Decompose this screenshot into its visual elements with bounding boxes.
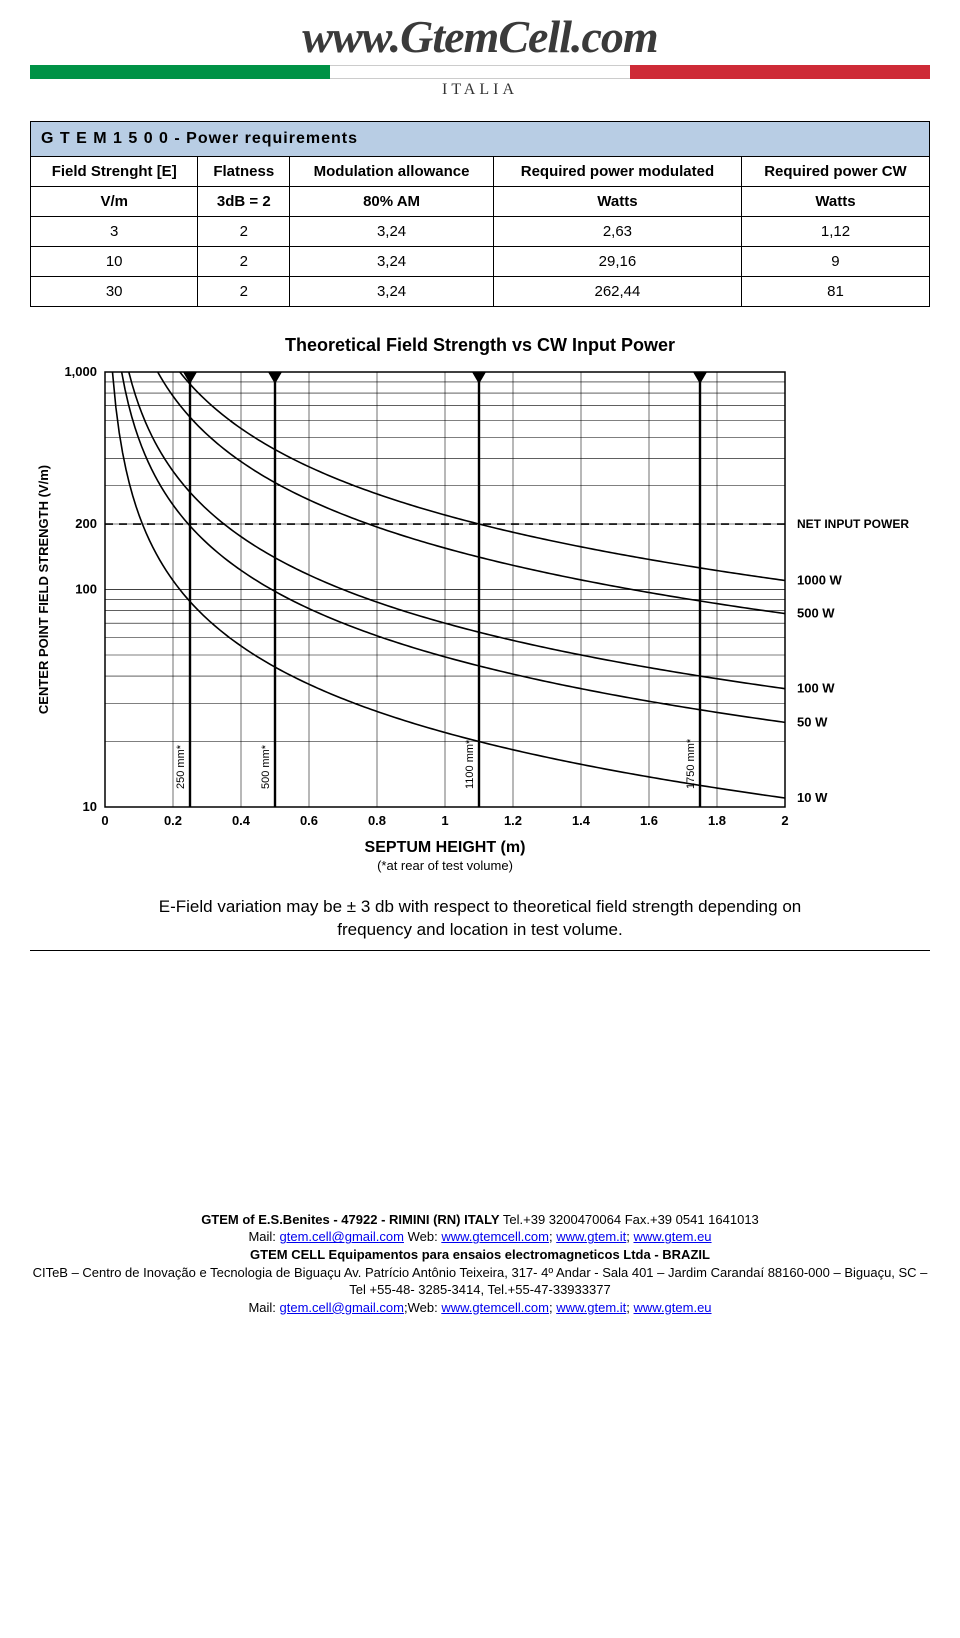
table-row: 10 2 3,24 29,16 9 bbox=[31, 247, 930, 277]
footer-mail-link[interactable]: gtem.cell@gmail.com bbox=[280, 1300, 404, 1315]
svg-text:10: 10 bbox=[83, 799, 97, 814]
cell: 3,24 bbox=[290, 277, 494, 307]
footer-web-link[interactable]: www.gtem.eu bbox=[634, 1300, 712, 1315]
web-label: Web: bbox=[404, 1229, 441, 1244]
unit-3: Watts bbox=[493, 187, 741, 217]
cell: 262,44 bbox=[493, 277, 741, 307]
footer-web-link[interactable]: www.gtemcell.com bbox=[441, 1300, 549, 1315]
svg-text:0.4: 0.4 bbox=[232, 813, 251, 828]
svg-text:1100 mm*: 1100 mm* bbox=[464, 739, 476, 789]
svg-text:(*at rear of test volume): (*at rear of test volume) bbox=[377, 858, 513, 873]
footer-mail-link[interactable]: gtem.cell@gmail.com bbox=[280, 1229, 404, 1244]
col-reqpower-mod: Required power modulated bbox=[493, 157, 741, 187]
cell: 3,24 bbox=[290, 247, 494, 277]
footer-web-link[interactable]: www.gtem.it bbox=[556, 1300, 626, 1315]
cell: 9 bbox=[741, 247, 929, 277]
cell: 2 bbox=[198, 277, 290, 307]
chart-title: Theoretical Field Strength vs CW Input P… bbox=[30, 335, 930, 356]
unit-1: 3dB = 2 bbox=[198, 187, 290, 217]
table-title: G T E M 1 5 0 0 - Power requirements bbox=[31, 122, 930, 157]
field-strength-chart: 250 mm* 500 mm* 1100 mm* 1750 mm* 1000 W 500 … bbox=[30, 362, 930, 882]
cell: 29,16 bbox=[493, 247, 741, 277]
footer-web-link[interactable]: www.gtem.eu bbox=[634, 1229, 712, 1244]
mail-label: Mail: bbox=[248, 1300, 279, 1315]
svg-text:1750 mm*: 1750 mm* bbox=[685, 738, 697, 789]
svg-text:0.8: 0.8 bbox=[368, 813, 386, 828]
svg-text:2: 2 bbox=[781, 813, 788, 828]
footer-web-link[interactable]: www.gtemcell.com bbox=[441, 1229, 549, 1244]
footer-company: GTEM of E.S.Benites - 47922 - RIMINI (RN… bbox=[201, 1212, 499, 1227]
logo-text: www.GtemCell.com bbox=[302, 11, 657, 62]
footer-telfax: Tel.+39 3200470064 Fax.+39 0541 1641013 bbox=[500, 1212, 759, 1227]
svg-text:0.6: 0.6 bbox=[300, 813, 318, 828]
svg-text:0.2: 0.2 bbox=[164, 813, 182, 828]
svg-text:1,000: 1,000 bbox=[64, 364, 97, 379]
cell: 2 bbox=[198, 247, 290, 277]
svg-text:100 W: 100 W bbox=[797, 681, 835, 696]
chart-container: 250 mm* 500 mm* 1100 mm* 1750 mm* 1000 W 500 … bbox=[30, 362, 930, 882]
svg-text:500 mm*: 500 mm* bbox=[260, 744, 272, 789]
table-row: 3 2 3,24 2,63 1,12 bbox=[31, 217, 930, 247]
power-requirements-table: G T E M 1 5 0 0 - Power requirements Fie… bbox=[30, 121, 930, 307]
cell: 81 bbox=[741, 277, 929, 307]
flag-bar bbox=[30, 65, 930, 79]
cell: 2,63 bbox=[493, 217, 741, 247]
cell: 2 bbox=[198, 217, 290, 247]
svg-text:50 W: 50 W bbox=[797, 714, 828, 729]
flag-white bbox=[330, 65, 630, 79]
svg-text:1.6: 1.6 bbox=[640, 813, 658, 828]
flag-red bbox=[630, 65, 930, 79]
footer-brazil-text: GTEM CELL Equipamentos para ensaios elec… bbox=[250, 1247, 710, 1262]
svg-text:1.2: 1.2 bbox=[504, 813, 522, 828]
cell: 30 bbox=[31, 277, 198, 307]
chart-note: E-Field variation may be ± 3 db with res… bbox=[120, 896, 840, 942]
page-footer: GTEM of E.S.Benites - 47922 - RIMINI (RN… bbox=[30, 1211, 930, 1316]
flag-country: ITALIA bbox=[30, 79, 930, 113]
header-logo: www.GtemCell.com bbox=[30, 0, 930, 65]
web-label: ;Web: bbox=[404, 1300, 441, 1315]
footer-brazil: GTEM CELL Equipamentos para ensaios elec… bbox=[30, 1246, 930, 1264]
table-units-row: V/m 3dB = 2 80% AM Watts Watts bbox=[31, 187, 930, 217]
cell: 3,24 bbox=[290, 217, 494, 247]
cell: 3 bbox=[31, 217, 198, 247]
cell: 1,12 bbox=[741, 217, 929, 247]
separator-line bbox=[30, 950, 930, 951]
footer-address: CITeB – Centro de Inovação e Tecnologia … bbox=[30, 1264, 930, 1299]
svg-text:500 W: 500 W bbox=[797, 606, 835, 621]
svg-text:0: 0 bbox=[101, 813, 108, 828]
svg-text:10 W: 10 W bbox=[797, 790, 828, 805]
svg-text:100: 100 bbox=[75, 582, 97, 597]
svg-text:CENTER POINT FIELD STRENGTH (: CENTER POINT FIELD STRENGTH (V/m) bbox=[36, 465, 51, 714]
svg-text:1: 1 bbox=[441, 813, 448, 828]
unit-4: Watts bbox=[741, 187, 929, 217]
unit-0: V/m bbox=[31, 187, 198, 217]
svg-text:1000 W: 1000 W bbox=[797, 572, 843, 587]
svg-text:1.4: 1.4 bbox=[572, 813, 591, 828]
col-field: Field Strenght [E] bbox=[31, 157, 198, 187]
svg-text:1.8: 1.8 bbox=[708, 813, 726, 828]
mail-label: Mail: bbox=[248, 1229, 279, 1244]
col-reqpower-cw: Required power CW bbox=[741, 157, 929, 187]
footer-web-link[interactable]: www.gtem.it bbox=[556, 1229, 626, 1244]
table-row: 30 2 3,24 262,44 81 bbox=[31, 277, 930, 307]
flag-green bbox=[30, 65, 330, 79]
table-header-row: Field Strenght [E] Flatness Modulation a… bbox=[31, 157, 930, 187]
col-flatness: Flatness bbox=[198, 157, 290, 187]
svg-text:200: 200 bbox=[75, 516, 97, 531]
unit-2: 80% AM bbox=[290, 187, 494, 217]
svg-text:NET INPUT POWER: NET INPUT POWER bbox=[797, 517, 909, 531]
svg-text:SEPTUM HEIGHT (m): SEPTUM HEIGHT (m) bbox=[365, 839, 526, 856]
svg-text:250 mm*: 250 mm* bbox=[175, 744, 187, 789]
cell: 10 bbox=[31, 247, 198, 277]
col-modulation: Modulation allowance bbox=[290, 157, 494, 187]
